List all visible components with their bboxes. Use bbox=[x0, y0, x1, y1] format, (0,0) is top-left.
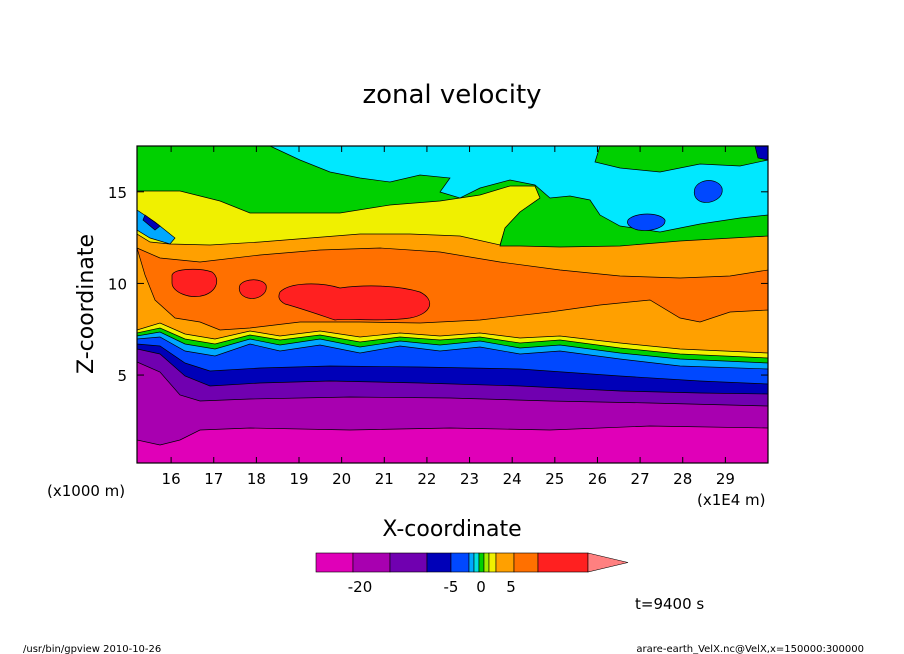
plot-area bbox=[136, 145, 769, 464]
footer-left: /usr/bin/gpview 2010-10-26 bbox=[23, 644, 161, 654]
colorbar-label: -20 bbox=[348, 578, 373, 596]
footer-right: arare-earth_VelX.nc@VelX,x=150000:300000 bbox=[636, 644, 864, 654]
core-red-3 bbox=[278, 283, 431, 321]
x-unit-right: (x1E4 m) bbox=[697, 491, 766, 509]
x-tick-label: 28 bbox=[673, 470, 692, 488]
chart-title: zonal velocity bbox=[362, 80, 541, 110]
colorbar-swatch bbox=[495, 552, 515, 573]
x-tick-label: 19 bbox=[289, 470, 308, 488]
colorbar-swatch bbox=[389, 552, 428, 573]
x-tick-label: 16 bbox=[162, 470, 181, 488]
colorbar-swatch bbox=[352, 552, 391, 573]
time-label: t=9400 s bbox=[635, 595, 704, 613]
colorbar-swatch bbox=[513, 552, 539, 573]
band-orange-dark bbox=[136, 247, 769, 331]
x-unit-left: (x1000 m) bbox=[47, 482, 125, 500]
x-axis-label: X-coordinate bbox=[382, 517, 521, 542]
y-tick-label: 5 bbox=[117, 367, 127, 385]
x-tick-label: 17 bbox=[204, 470, 223, 488]
colorbar-labels: -20 -5 0 5 bbox=[348, 578, 516, 596]
x-tick-label: 18 bbox=[247, 470, 266, 488]
core-red-1 bbox=[171, 268, 218, 297]
band-cyan-top bbox=[269, 145, 769, 233]
y-axis: 5 10 15 bbox=[108, 184, 768, 385]
colorbar-swatch bbox=[478, 552, 485, 573]
colorbar-extend-arrow bbox=[587, 552, 629, 573]
x-axis: 16 17 18 19 20 21 22 23 24 25 26 27 28 29 bbox=[162, 146, 735, 488]
colorbar-swatch bbox=[488, 552, 497, 573]
x-tick-label: 27 bbox=[631, 470, 650, 488]
y-tick-label: 10 bbox=[108, 275, 127, 293]
left-edge-blue bbox=[142, 214, 161, 231]
blob-blue-2 bbox=[627, 213, 666, 231]
x-tick-label: 24 bbox=[503, 470, 522, 488]
colorbar-label: 5 bbox=[506, 578, 516, 596]
x-tick-label: 20 bbox=[332, 470, 351, 488]
y-tick-label: 15 bbox=[108, 184, 127, 202]
colorbar-swatch bbox=[468, 552, 475, 573]
core-red-2 bbox=[238, 279, 267, 299]
blob-blue-1 bbox=[693, 180, 723, 203]
colorbar-swatch bbox=[450, 552, 470, 573]
colorbar bbox=[315, 552, 629, 573]
x-tick-label: 26 bbox=[588, 470, 607, 488]
colorbar-label: 0 bbox=[476, 578, 486, 596]
colorbar-swatch bbox=[483, 552, 490, 573]
x-tick-label: 23 bbox=[460, 470, 479, 488]
plot-frame bbox=[136, 145, 769, 464]
x-tick-label: 29 bbox=[716, 470, 735, 488]
colorbar-label: -5 bbox=[444, 578, 459, 596]
colorbar-swatch bbox=[315, 552, 354, 573]
x-tick-label: 22 bbox=[417, 470, 436, 488]
colorbar-swatch bbox=[426, 552, 452, 573]
colorbar-swatch bbox=[537, 552, 589, 573]
y-axis-label: Z-coordinate bbox=[74, 234, 99, 374]
x-tick-label: 21 bbox=[375, 470, 394, 488]
x-tick-label: 25 bbox=[545, 470, 564, 488]
colorbar-swatch bbox=[473, 552, 480, 573]
